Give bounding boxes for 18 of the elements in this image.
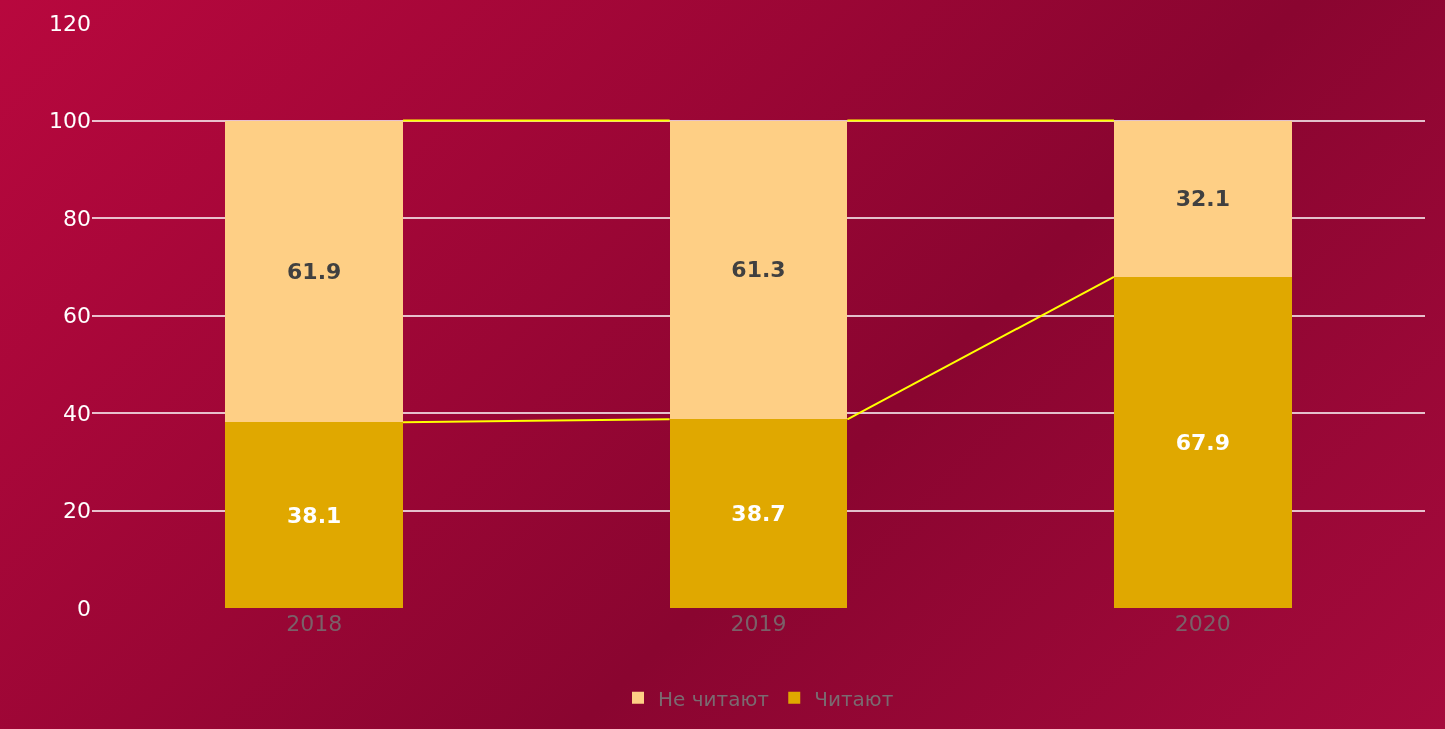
data-label: 32.1 <box>1175 186 1230 212</box>
data-label: 38.7 <box>731 501 786 527</box>
y-tick-label: 120 <box>49 10 91 36</box>
y-tick-label: 100 <box>49 108 91 134</box>
y-tick-label: 60 <box>63 303 91 329</box>
legend-label: Читают <box>814 686 894 711</box>
data-label: 38.1 <box>287 502 342 528</box>
y-tick-label: 40 <box>63 400 91 426</box>
legend-label: Не читают <box>658 686 770 711</box>
data-label: 67.9 <box>1175 429 1230 455</box>
y-tick-label: 20 <box>63 498 91 524</box>
x-tick-label: 2018 <box>286 611 343 636</box>
y-tick-label: 0 <box>77 595 91 621</box>
data-label: 61.9 <box>287 258 342 284</box>
data-label: 61.3 <box>731 257 786 283</box>
x-tick-label: 2020 <box>1174 611 1231 636</box>
y-tick-label: 80 <box>63 205 91 231</box>
x-tick-label: 2019 <box>730 611 787 636</box>
